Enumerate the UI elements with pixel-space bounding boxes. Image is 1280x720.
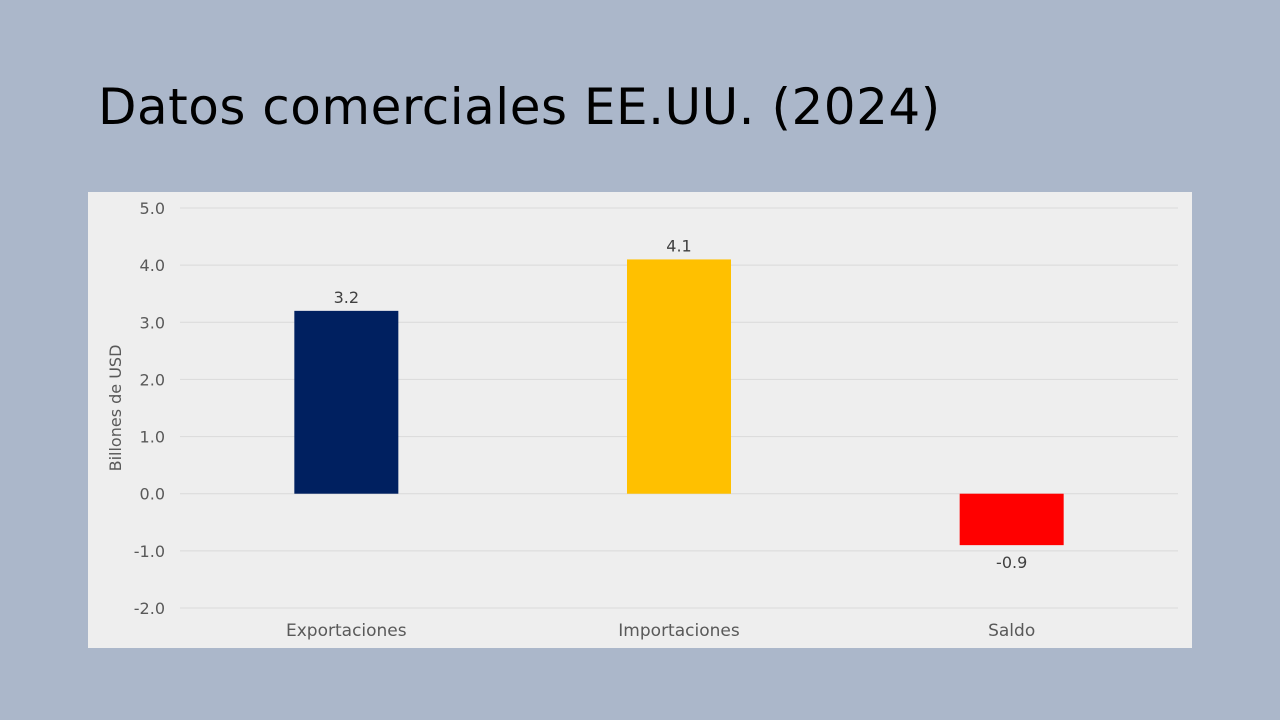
category-labels: Exportaciones Importaciones Saldo: [286, 621, 1035, 641]
y-axis-title: Billones de USD: [106, 345, 125, 472]
category-label: Saldo: [988, 621, 1035, 641]
y-tick-label: -2.0: [134, 599, 165, 618]
chart-panel: 5.0 4.0 3.0 2.0 1.0 0.0 -1.0 -2.0 3.2 4.1 -0.9 Ex…: [88, 192, 1192, 648]
y-tick-label: -1.0: [134, 542, 165, 561]
bar-importaciones: [627, 259, 731, 494]
data-labels: 3.2 4.1 -0.9: [334, 236, 1028, 572]
bars: [294, 259, 1064, 546]
y-tick-label: 2.0: [140, 370, 165, 389]
data-label: 3.2: [334, 288, 359, 307]
y-tick-label: 3.0: [140, 313, 165, 332]
y-tick-label: 1.0: [140, 428, 165, 447]
y-axis-ticks: 5.0 4.0 3.0 2.0 1.0 0.0 -1.0 -2.0: [134, 199, 165, 618]
bar-exportaciones: [294, 310, 399, 494]
bar-chart: 5.0 4.0 3.0 2.0 1.0 0.0 -1.0 -2.0 3.2 4.1 -0.9 Ex…: [106, 199, 1178, 641]
data-label: 4.1: [666, 236, 691, 255]
y-tick-label: 5.0: [140, 199, 165, 218]
bar-saldo: [959, 493, 1064, 546]
y-tick-label: 0.0: [140, 485, 165, 504]
data-label: -0.9: [996, 553, 1027, 572]
slide-title: Datos comerciales EE.UU. (2024): [98, 78, 941, 136]
category-label: Importaciones: [618, 621, 740, 641]
category-label: Exportaciones: [286, 621, 407, 641]
y-tick-label: 4.0: [140, 256, 165, 275]
